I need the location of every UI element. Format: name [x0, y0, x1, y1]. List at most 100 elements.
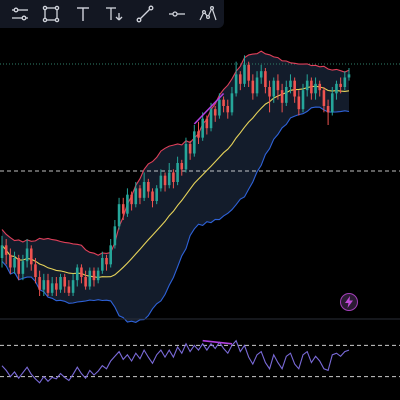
- candle-body: [251, 80, 255, 94]
- candle: [172, 169, 175, 189]
- candle-body: [4, 245, 8, 255]
- candle: [84, 270, 87, 290]
- candle: [314, 77, 317, 100]
- bb-basis-line: [1, 85, 350, 279]
- candle-body: [163, 175, 167, 186]
- horizontal-ray-tool-icon[interactable]: [161, 1, 192, 27]
- candle-body: [205, 118, 209, 129]
- candle-body: [218, 99, 221, 116]
- candle-body: [59, 277, 62, 290]
- candle-body: [130, 194, 133, 205]
- candle-body: [201, 118, 204, 138]
- candle-body: [71, 280, 75, 293]
- candle: [134, 182, 138, 208]
- candle-body: [63, 277, 67, 287]
- pattern-tool-icon[interactable]: [193, 1, 224, 27]
- candle: [4, 239, 8, 265]
- candle: [130, 191, 133, 211]
- bb-upper-line: [1, 50, 350, 256]
- candles-layer: [0, 55, 351, 296]
- candle-body: [188, 144, 192, 154]
- candle-body: [172, 172, 175, 182]
- trend-line-tool-icon[interactable]: [130, 1, 161, 27]
- candle-body: [109, 245, 112, 265]
- candle: [343, 71, 347, 91]
- candle-body: [121, 204, 125, 214]
- candle: [184, 137, 188, 173]
- candle-body: [180, 163, 184, 170]
- candle: [222, 96, 225, 113]
- rsi-line: [1, 339, 350, 384]
- candle: [213, 106, 217, 122]
- candle: [138, 185, 142, 205]
- candle: [305, 74, 309, 97]
- candle-body: [347, 74, 351, 78]
- candle-body: [314, 83, 317, 94]
- candle: [255, 71, 259, 97]
- lightning-icon[interactable]: [340, 293, 358, 311]
- candle-body: [197, 131, 200, 138]
- candle-body: [142, 182, 146, 198]
- candle-body: [243, 64, 246, 84]
- candle-body: [272, 80, 276, 97]
- candle-body: [284, 87, 288, 103]
- candle: [197, 121, 200, 144]
- candle-body: [259, 71, 263, 78]
- candle: [276, 74, 280, 100]
- candle-body: [176, 163, 179, 182]
- candle: [9, 248, 12, 274]
- candle-body: [305, 80, 309, 91]
- candle: [55, 277, 58, 296]
- candle-body: [159, 175, 163, 189]
- candle: [243, 55, 246, 87]
- candle: [268, 80, 271, 113]
- candle-body: [310, 80, 313, 94]
- candle-body: [167, 172, 171, 186]
- candle-body: [46, 280, 50, 293]
- candle-body: [55, 283, 58, 290]
- rectangle-tool-icon[interactable]: [35, 1, 66, 27]
- candle-body: [184, 144, 188, 170]
- candle: [147, 178, 150, 198]
- candle: [151, 188, 154, 208]
- candle: [142, 172, 146, 201]
- candle: [96, 267, 100, 284]
- candle-body: [276, 80, 280, 91]
- text-tool-icon[interactable]: [67, 1, 98, 27]
- candle-body: [126, 194, 129, 214]
- candle-body: [247, 64, 250, 81]
- candle-body: [155, 188, 158, 201]
- candle-body: [239, 74, 242, 84]
- candle-body: [96, 270, 100, 281]
- candle: [117, 197, 121, 230]
- candle: [280, 83, 284, 113]
- rsi-trend-line-highlight: [202, 339, 233, 345]
- text-note-tool-icon[interactable]: [98, 1, 129, 27]
- candle: [322, 87, 326, 113]
- candle-body: [34, 264, 37, 277]
- candle-body: [21, 261, 25, 274]
- candle: [330, 87, 334, 116]
- candle: [25, 239, 29, 268]
- candle: [297, 90, 301, 116]
- candle-body: [151, 191, 154, 201]
- candle-body: [264, 71, 267, 87]
- candle: [101, 251, 104, 274]
- candle: [234, 61, 238, 97]
- candle-body: [209, 109, 213, 129]
- candle-body: [38, 277, 41, 290]
- candle: [259, 64, 263, 84]
- candle: [284, 80, 288, 106]
- candle-body: [230, 93, 234, 113]
- candle: [46, 273, 50, 296]
- candle: [29, 245, 33, 271]
- candle-body: [193, 131, 196, 154]
- candle-body: [326, 106, 330, 113]
- lines-tool-icon[interactable]: [4, 1, 35, 27]
- candle: [34, 258, 37, 284]
- candle-body: [234, 74, 238, 94]
- rsi-pane: [0, 339, 400, 384]
- candle-body: [92, 270, 96, 281]
- candle: [21, 254, 25, 281]
